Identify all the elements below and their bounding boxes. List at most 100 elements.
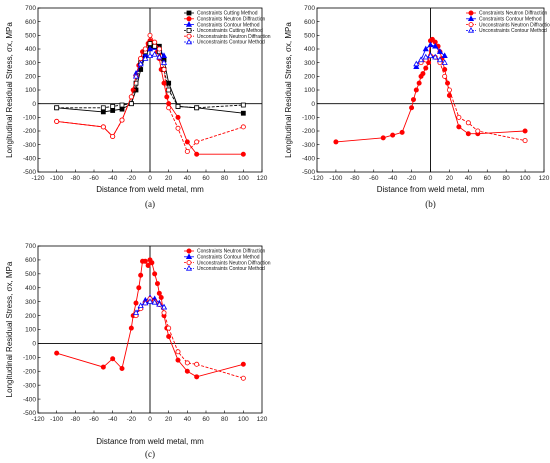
data-point [119, 365, 125, 371]
y-tick-label: -100 [23, 115, 36, 122]
data-point [522, 128, 528, 134]
data-point [465, 120, 471, 126]
data-point [132, 72, 140, 79]
data-point [175, 357, 181, 363]
data-point [432, 53, 439, 60]
data-point [413, 87, 419, 93]
x-tick-label: 0 [429, 175, 433, 182]
y-tick-label: 400 [25, 46, 36, 53]
x-tick-label: 40 [184, 175, 192, 182]
data-point [156, 53, 163, 60]
data-point [441, 59, 448, 65]
x-tick-label: 100 [238, 416, 249, 423]
legend-label: Unconstraints Neutron Diffraction [197, 260, 271, 266]
data-point [138, 272, 144, 278]
data-point [54, 105, 60, 111]
x-tick-label: -20 [407, 175, 417, 182]
legend-marker [467, 15, 475, 22]
panel-label: (b) [425, 199, 436, 209]
y-tick-label: 400 [304, 46, 315, 53]
data-point [137, 302, 144, 309]
y-tick-label: -100 [302, 115, 315, 122]
data-point [333, 139, 339, 145]
data-point [184, 368, 190, 374]
data-point [442, 67, 448, 73]
legend-marker [186, 260, 192, 266]
x-tick-label: 20 [446, 175, 454, 182]
y-axis-label: Longitudinal Residual Stress, σx, MPa [5, 261, 14, 397]
x-tick-label: -120 [310, 175, 323, 182]
data-point [132, 309, 140, 316]
y-tick-label: -500 [23, 410, 36, 417]
data-point [142, 46, 148, 52]
data-point [184, 360, 190, 366]
data-point [137, 60, 144, 67]
data-point [194, 151, 200, 157]
data-point [160, 52, 168, 59]
data-point [142, 258, 148, 264]
y-tick-label: 0 [32, 341, 36, 348]
data-point [175, 114, 181, 120]
data-point [417, 56, 425, 63]
data-point [119, 106, 125, 112]
data-point [156, 46, 162, 52]
data-point [161, 80, 167, 86]
data-point [166, 87, 172, 93]
data-point [100, 105, 106, 111]
data-series [418, 53, 528, 144]
x-tick-label: 80 [221, 416, 229, 423]
legend-marker [186, 16, 192, 22]
data-point [152, 39, 158, 45]
data-point [138, 56, 144, 62]
data-point [166, 325, 172, 331]
panel-label: (c) [145, 449, 155, 459]
legend-label: Constraints Contour Method [479, 17, 542, 23]
legend: Constraints Neutron DiffractionConstrain… [466, 10, 550, 34]
data-point [161, 310, 167, 316]
chart-panel: -500-400-300-200-10001002003004005006007… [5, 5, 271, 209]
y-tick-label: 600 [25, 19, 36, 26]
data-point [522, 138, 528, 144]
x-tick-label: -20 [127, 416, 137, 423]
legend-label: Constraints Contour Method [197, 255, 260, 261]
series-line [420, 55, 526, 142]
data-series [132, 298, 168, 316]
data-point [456, 114, 462, 120]
data-point [409, 105, 415, 111]
y-tick-label: 600 [304, 19, 315, 26]
data-point [240, 110, 246, 116]
x-tick-label: -80 [71, 416, 81, 423]
legend-marker [186, 248, 192, 254]
x-tick-label: -100 [50, 175, 63, 182]
data-point [110, 108, 116, 113]
legend-marker [185, 264, 193, 271]
data-point [427, 52, 434, 59]
data-point [166, 80, 172, 86]
x-tick-label: 40 [184, 416, 192, 423]
legend-marker [186, 10, 192, 16]
y-tick-label: 100 [25, 327, 36, 334]
data-point [240, 124, 246, 130]
y-tick-label: -100 [23, 355, 36, 362]
data-point [436, 56, 444, 63]
legend-marker [186, 27, 192, 33]
x-tick-label: -60 [89, 416, 99, 423]
y-tick-label: -300 [302, 142, 315, 149]
data-point [100, 364, 106, 370]
data-point [54, 118, 60, 124]
x-tick-label: 80 [503, 175, 511, 182]
data-point [422, 45, 429, 52]
data-point [128, 101, 134, 107]
legend-label: Constraints Cutting Method [197, 11, 258, 17]
y-tick-label: -400 [302, 156, 315, 163]
data-point [110, 356, 116, 362]
x-tick-label: 0 [148, 416, 152, 423]
data-point [147, 32, 153, 38]
y-tick-label: 100 [25, 87, 36, 94]
x-tick-label: 60 [484, 175, 492, 182]
legend-marker [186, 33, 192, 39]
y-tick-label: 200 [304, 74, 315, 81]
data-point [446, 87, 452, 93]
data-point [390, 132, 396, 138]
